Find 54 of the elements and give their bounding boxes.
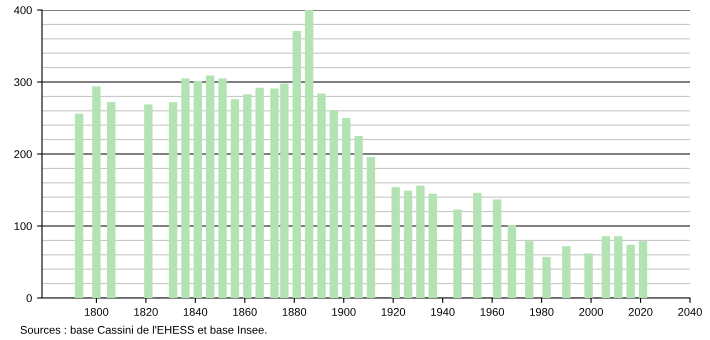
- bar: [181, 78, 190, 298]
- x-tick-label: 1940: [431, 308, 455, 316]
- bar: [292, 30, 301, 298]
- x-tick-label: 2020: [628, 308, 652, 316]
- bar: [255, 88, 264, 298]
- bar: [584, 253, 593, 298]
- bar: [492, 199, 502, 298]
- bar: [473, 192, 482, 298]
- bar: [525, 241, 534, 298]
- bar: [366, 156, 376, 298]
- bar: [194, 81, 202, 298]
- bar: [354, 136, 363, 298]
- source-note: Sources : base Cassini de l'EHESS et base Insee.: [20, 326, 266, 334]
- x-tick-label: 1960: [480, 308, 504, 316]
- bar: [107, 102, 116, 298]
- y-tick-label: 200: [14, 150, 32, 158]
- x-tick-label: 1980: [530, 308, 554, 316]
- bar: [391, 187, 400, 298]
- y-tick-label: 400: [14, 6, 32, 14]
- bar: [243, 94, 252, 298]
- bar: [614, 236, 622, 298]
- bar: [74, 114, 84, 298]
- bar: [542, 256, 551, 298]
- bar: [206, 76, 214, 298]
- bar: [218, 78, 227, 298]
- x-tick-label: 1840: [184, 308, 208, 316]
- bar: [92, 86, 101, 298]
- bar: [317, 94, 326, 298]
- bar: [562, 246, 571, 298]
- bar: [602, 236, 610, 298]
- bar: [508, 225, 516, 298]
- x-tick-label: 2000: [579, 308, 603, 316]
- bar: [638, 241, 648, 298]
- bar: [416, 186, 425, 298]
- bar: [144, 104, 153, 298]
- bar: [230, 99, 240, 298]
- x-tick-label: 2040: [678, 308, 702, 316]
- y-tick-label: 100: [14, 222, 32, 230]
- bar: [404, 190, 412, 298]
- x-tick-label: 1800: [84, 308, 108, 316]
- x-tick-label: 1920: [382, 308, 406, 316]
- bar: [304, 10, 314, 298]
- x-tick-label: 1900: [332, 308, 356, 316]
- bar: [168, 102, 178, 298]
- bar: [342, 118, 350, 298]
- bar: [453, 209, 462, 298]
- bar: [330, 110, 338, 298]
- x-tick-label: 1820: [134, 308, 158, 316]
- y-tick-label: 0: [26, 294, 32, 302]
- x-tick-label: 1860: [233, 308, 257, 316]
- x-tick-label: 1880: [282, 308, 306, 316]
- bar: [428, 194, 437, 298]
- bar: [626, 244, 635, 298]
- y-tick-label: 300: [14, 78, 32, 86]
